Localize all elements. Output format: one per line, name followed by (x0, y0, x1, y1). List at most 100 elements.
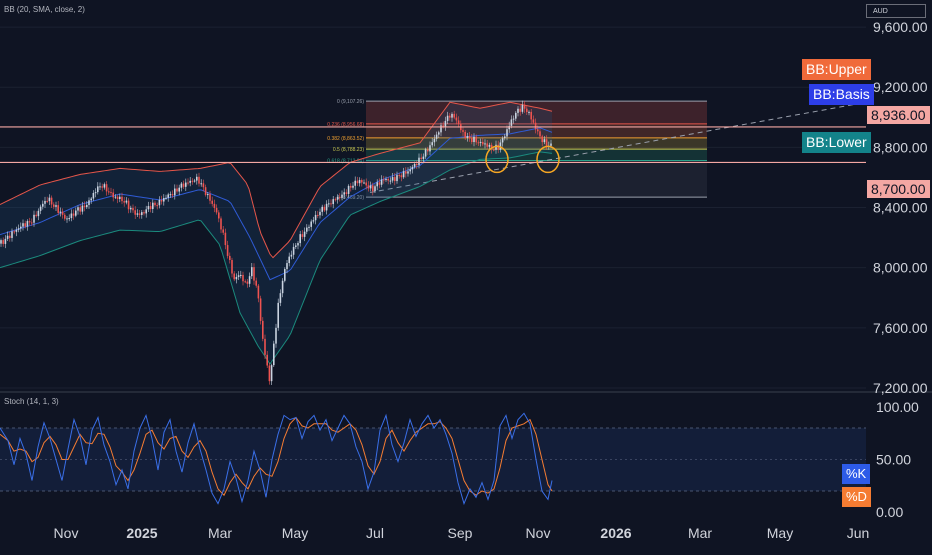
candle-body (97, 186, 99, 193)
candle-body (462, 130, 464, 132)
candle-body (119, 196, 121, 200)
candle-body (394, 177, 396, 182)
candle-body (28, 221, 31, 223)
candle-body (367, 185, 370, 189)
fib-level-label: 0.382 (8,863.52) (327, 136, 364, 142)
candle-body (90, 198, 92, 201)
candle-body (290, 254, 293, 257)
candle-body (341, 194, 343, 198)
candle-body (180, 183, 183, 188)
candle-body (176, 188, 178, 192)
time-axis-label: Sep (448, 525, 473, 541)
candle-body (372, 185, 374, 192)
candle-body (451, 113, 453, 118)
candle-body (20, 226, 22, 229)
candle-body (449, 115, 451, 118)
candle-body (2, 240, 4, 244)
candle-body (539, 131, 541, 137)
candle-body (328, 203, 330, 205)
candle-body (446, 115, 449, 121)
candle-body (169, 194, 172, 196)
candle-body (152, 202, 154, 209)
candle-body (325, 203, 328, 211)
candle-body (398, 175, 400, 177)
candle-body (262, 320, 264, 339)
candle-body (116, 196, 119, 200)
bb-lower-tag: BB:Lower (802, 132, 871, 153)
candle-body (253, 267, 255, 281)
candle-body (523, 104, 526, 109)
candle-body (224, 232, 227, 246)
candle-body (11, 231, 13, 238)
candle-body (438, 132, 440, 135)
candle-body (39, 206, 42, 211)
currency-selector[interactable]: AUD (866, 4, 926, 18)
candle-body (402, 171, 405, 178)
candle-body (275, 327, 277, 344)
stoch-axis-label: 50.00 (876, 452, 911, 468)
candle-body (310, 221, 312, 227)
price-axis-label: 7,200.00 (873, 380, 928, 396)
fib-level-label: 0.618 (8,712.94) (327, 158, 364, 164)
candle-body (136, 213, 139, 215)
candle-body (213, 203, 216, 208)
candle-body (37, 210, 40, 217)
candle-body (545, 139, 548, 147)
candle-body (486, 143, 488, 147)
candle-body (281, 280, 284, 294)
time-axis-label: Mar (208, 525, 232, 541)
price-axis-label: 9,200.00 (873, 79, 928, 95)
candle-body (299, 234, 301, 244)
candle-body (356, 180, 359, 184)
candle-body (466, 136, 469, 138)
fib-level-label: 0.5 (8,788.23) (333, 147, 364, 153)
candle-body (541, 136, 543, 143)
candle-body (411, 166, 414, 170)
candle-body (215, 207, 218, 213)
price-axis-label: 7,600.00 (873, 320, 928, 336)
candle-body (332, 199, 334, 205)
candle-body (229, 255, 231, 261)
candle-body (189, 180, 191, 183)
price-axis-label: 9,600.00 (873, 19, 928, 35)
candle-body (42, 203, 44, 207)
candle-body (323, 206, 326, 211)
fib-zone (366, 160, 707, 198)
candle-body (251, 267, 253, 277)
candle-body (187, 182, 189, 184)
candle-body (218, 212, 220, 219)
candle-body (149, 206, 152, 209)
candle-body (110, 192, 112, 194)
candle-body (171, 194, 174, 196)
candle-body (528, 111, 530, 113)
bb-band-fill (0, 102, 552, 362)
candle-body (240, 274, 242, 276)
stoch-indicator-label[interactable]: Stoch (14, 1, 3) (4, 397, 59, 406)
candle-body (81, 205, 84, 212)
bb-indicator-label[interactable]: BB (20, SMA, close, 2) (4, 5, 85, 14)
candle-body (506, 129, 508, 137)
bb-basis-tag: BB:Basis (809, 84, 874, 105)
candle-body (270, 365, 273, 382)
candle-body (435, 134, 438, 139)
candle-body (70, 213, 73, 219)
candle-body (4, 238, 7, 244)
price-level-low-tag: 8,700.00 (867, 180, 930, 198)
candle-body (132, 207, 134, 211)
stoch-k-tag: %K (842, 464, 871, 484)
candle-body (99, 186, 101, 188)
candle-body (141, 212, 143, 215)
candle-body (515, 112, 517, 119)
candle-body (226, 245, 229, 256)
candle-body (396, 175, 398, 182)
fib-zone (366, 149, 707, 161)
bb-upper-tag: BB:Upper (802, 59, 871, 80)
candle-body (286, 263, 288, 270)
candle-body (264, 338, 266, 355)
candle-body (378, 182, 381, 185)
candle-body (431, 142, 433, 146)
candle-body (125, 200, 128, 203)
candle-body (330, 203, 332, 205)
